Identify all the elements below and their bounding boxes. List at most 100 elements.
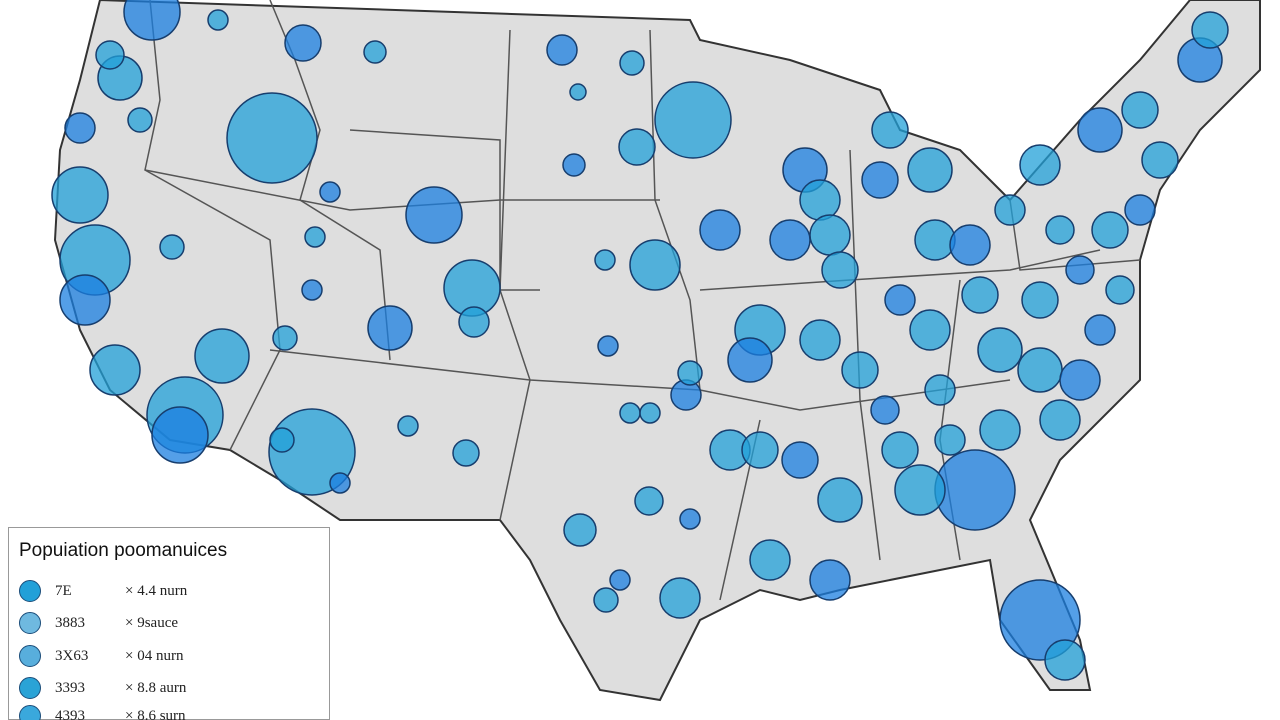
- legend-text: × 8.6 surn: [125, 707, 186, 720]
- population-bubble: [452, 439, 480, 467]
- population-bubble: [1191, 11, 1229, 49]
- legend-code: 3393: [55, 679, 85, 696]
- legend-title: Popuiation poomanuices: [19, 540, 228, 561]
- population-bubble: [659, 577, 701, 619]
- population-bubble: [949, 224, 991, 266]
- population-bubble: [977, 327, 1023, 373]
- legend-code: 3883: [55, 614, 85, 631]
- bubbles: [51, 0, 1229, 681]
- population-bubble: [619, 402, 641, 424]
- population-bubble: [301, 279, 323, 301]
- population-bubble: [881, 431, 919, 469]
- population-bubble: [1021, 281, 1059, 319]
- legend-text: × 4.4 nurn: [125, 582, 188, 599]
- population-bubble: [329, 472, 351, 494]
- population-bubble: [64, 112, 96, 144]
- population-bubble: [1091, 211, 1129, 249]
- population-bubble: [799, 319, 841, 361]
- population-bubble: [1017, 347, 1063, 393]
- population-bubble: [194, 328, 250, 384]
- population-bubble: [363, 40, 387, 64]
- population-bubble: [781, 441, 819, 479]
- population-bubble: [226, 92, 318, 184]
- population-bubble: [769, 219, 811, 261]
- population-bubble: [1059, 359, 1101, 401]
- legend-item: 3883 × 9sauce: [19, 610, 178, 636]
- legend-item: 4393 × 8.6 surn: [19, 703, 186, 720]
- population-bubble: [1039, 399, 1081, 441]
- population-bubble: [799, 179, 841, 221]
- population-bubble: [609, 569, 631, 591]
- population-bubble: [884, 284, 916, 316]
- population-bubble: [961, 276, 999, 314]
- population-bubble: [563, 513, 597, 547]
- population-bubble: [924, 374, 956, 406]
- population-bubble: [994, 194, 1026, 226]
- population-bubble: [870, 395, 900, 425]
- population-bubble: [51, 166, 109, 224]
- population-bubble: [861, 161, 899, 199]
- population-bubble: [367, 305, 413, 351]
- legend-code: 4393: [55, 707, 85, 720]
- population-bubble: [809, 214, 851, 256]
- population-bubble: [597, 335, 619, 357]
- population-bubble: [934, 424, 966, 456]
- legend-item: 7E × 4.4 nurn: [19, 578, 187, 604]
- legend-item: 3X63 × 04 nurn: [19, 643, 183, 669]
- population-bubble: [304, 226, 326, 248]
- legend-text: × 8.8 aurn: [125, 679, 187, 696]
- population-bubble: [569, 83, 587, 101]
- population-bubble: [1124, 194, 1156, 226]
- population-bubble: [546, 34, 578, 66]
- population-bubble: [679, 508, 701, 530]
- population-bubble: [405, 186, 463, 244]
- population-bubble: [634, 486, 664, 516]
- population-bubble: [841, 351, 879, 389]
- population-bubble: [95, 40, 125, 70]
- population-bubble: [151, 406, 209, 464]
- population-bubble: [654, 81, 732, 159]
- population-bubble: [1077, 107, 1123, 153]
- population-bubble: [1045, 215, 1075, 245]
- population-bubble: [89, 344, 141, 396]
- population-bubble: [741, 431, 779, 469]
- legend-swatch: [19, 645, 41, 667]
- population-bubble: [59, 274, 111, 326]
- population-bubble: [749, 539, 791, 581]
- population-bubble: [593, 587, 619, 613]
- legend: Popuiation poomanuices 7E × 4.4 nurn 3883 ×…: [8, 527, 330, 720]
- population-bubble: [894, 464, 946, 516]
- population-bubble: [1044, 639, 1086, 681]
- population-bubble: [1105, 275, 1135, 305]
- population-bubble: [629, 239, 681, 291]
- population-bubble: [907, 147, 953, 193]
- population-bubble: [871, 111, 909, 149]
- population-bubble: [618, 128, 656, 166]
- population-bubble: [207, 9, 229, 31]
- population-bubble: [1141, 141, 1179, 179]
- population-bubble: [397, 415, 419, 437]
- legend-swatch: [19, 705, 41, 720]
- population-bubble: [123, 0, 181, 41]
- population-bubble: [127, 107, 153, 133]
- population-bubble: [727, 337, 773, 383]
- legend-swatch: [19, 612, 41, 634]
- population-bubble: [639, 402, 661, 424]
- population-bubble: [821, 251, 859, 289]
- population-bubble: [562, 153, 586, 177]
- population-bubble: [1121, 91, 1159, 129]
- population-bubble: [914, 219, 956, 261]
- population-bubble: [1084, 314, 1116, 346]
- population-bubble: [458, 306, 490, 338]
- population-bubble: [594, 249, 616, 271]
- population-bubble: [677, 360, 703, 386]
- population-bubble: [934, 449, 1016, 531]
- population-bubble: [699, 209, 741, 251]
- population-bubble: [817, 477, 863, 523]
- population-bubble: [809, 559, 851, 601]
- legend-code: 7E: [55, 582, 72, 599]
- legend-swatch: [19, 677, 41, 699]
- population-bubble: [284, 24, 322, 62]
